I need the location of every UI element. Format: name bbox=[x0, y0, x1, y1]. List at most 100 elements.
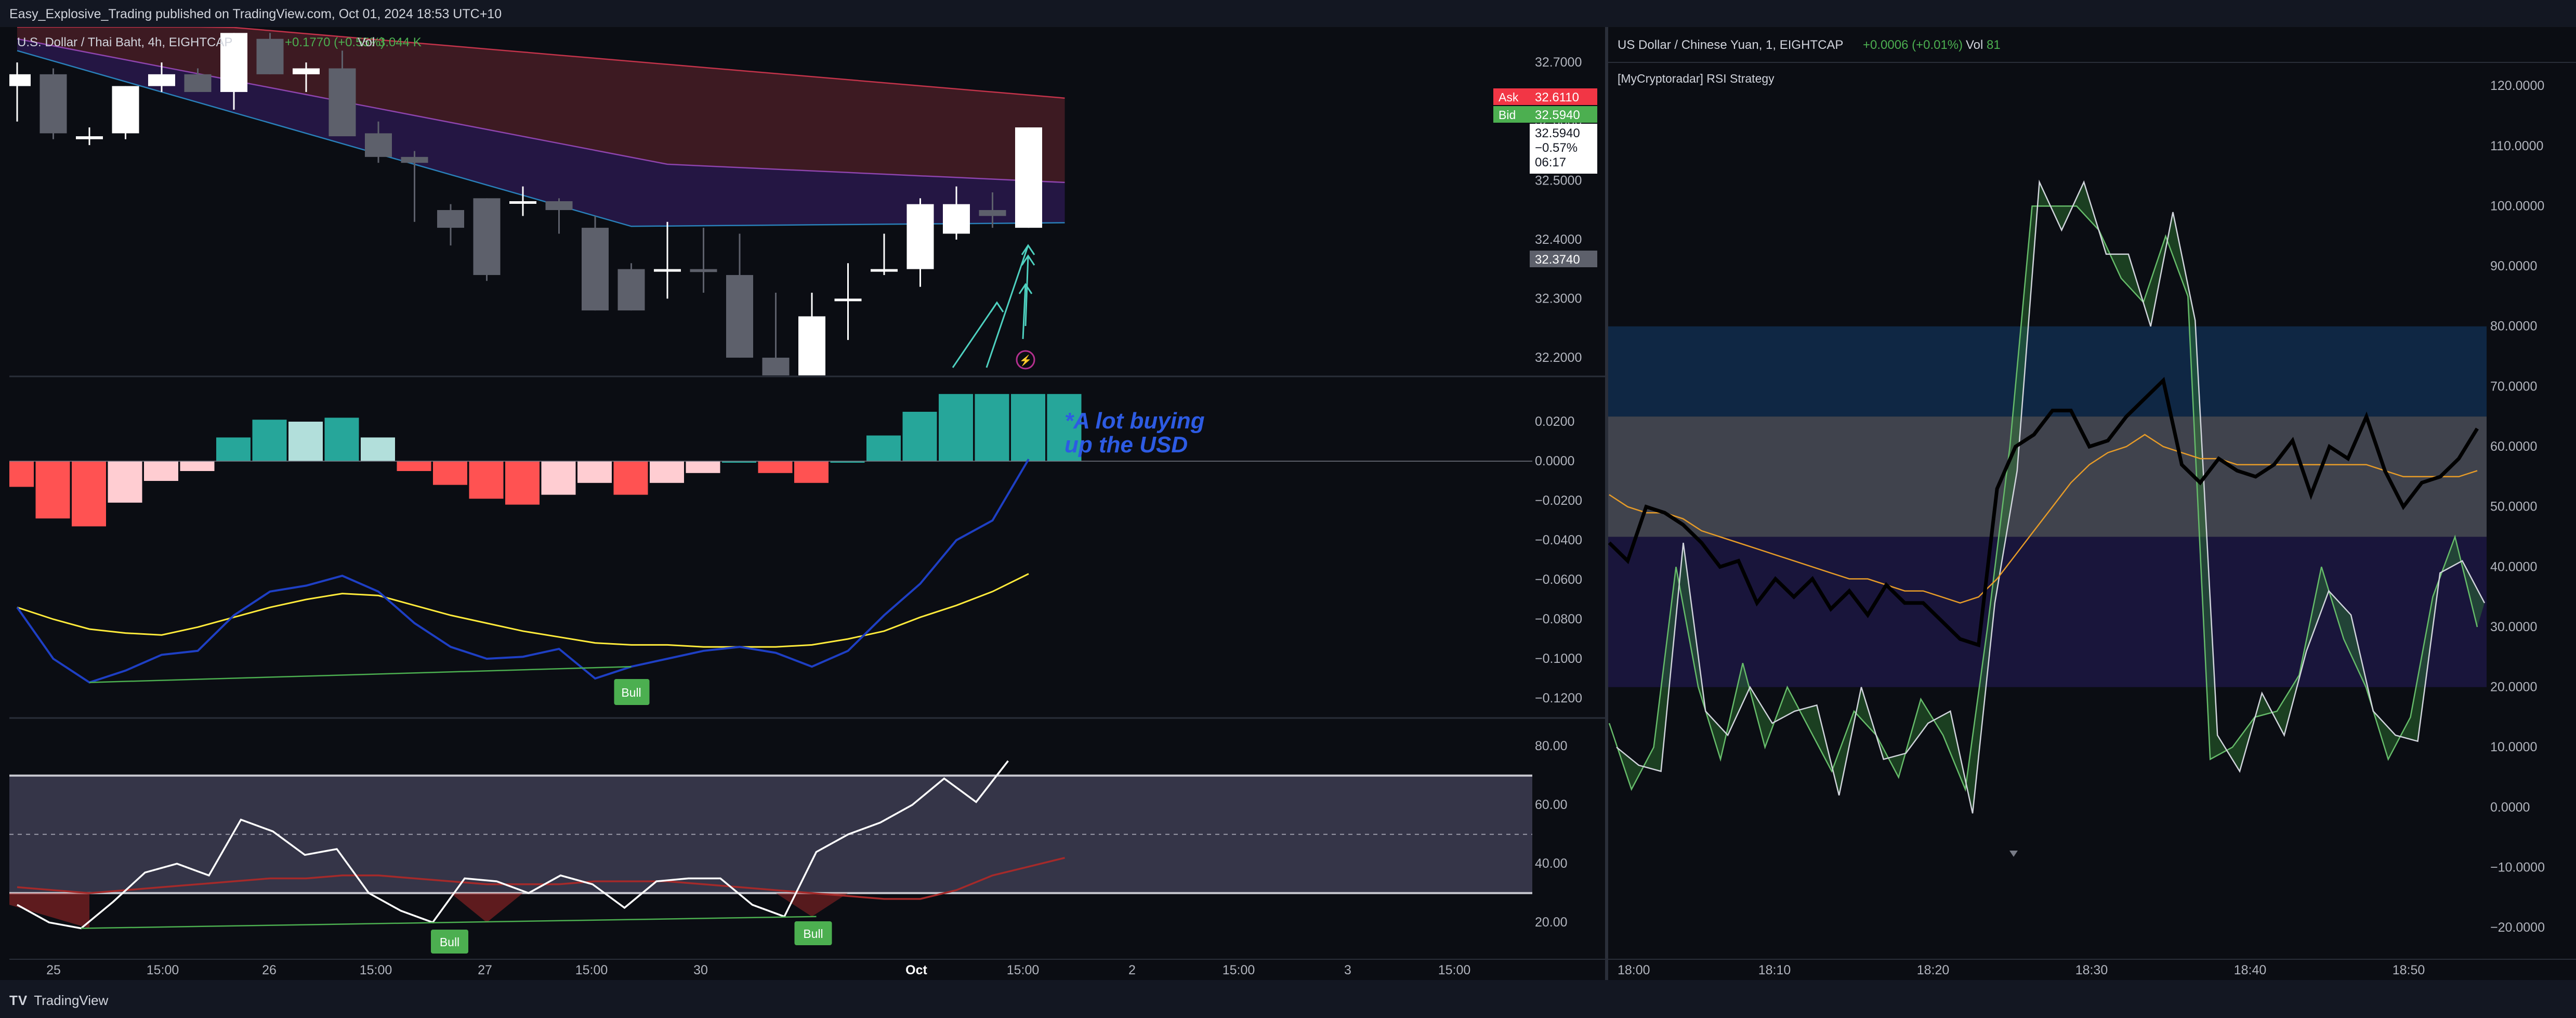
annotation-arrow bbox=[985, 245, 1029, 368]
keltner-mid-line bbox=[17, 38, 1065, 184]
footer-bar: TV TradingView bbox=[0, 980, 2576, 1018]
rsi-ma-line bbox=[17, 857, 1065, 900]
rsi-tick-label: 80.00 bbox=[1535, 739, 1568, 753]
right-tick-label: 70.0000 bbox=[2490, 379, 2537, 394]
tradingview-logo[interactable]: TV TradingView bbox=[9, 993, 109, 1008]
keltner-upper-line bbox=[17, 26, 1065, 99]
time-tick-label: 25 bbox=[46, 963, 61, 977]
right-tick-label: −20.0000 bbox=[2490, 920, 2545, 935]
panel-divider[interactable] bbox=[1605, 27, 1608, 980]
macd-hist-bar bbox=[108, 461, 142, 503]
annotation-text: up the USD bbox=[1064, 432, 1188, 458]
candle-body bbox=[256, 38, 284, 74]
brand-name: TradingView bbox=[34, 993, 109, 1008]
rsi-line bbox=[1608, 376, 2479, 648]
right-tick-label: 60.0000 bbox=[2490, 439, 2537, 454]
usdthb-chart-panel[interactable]: ⚡32.700032.600032.500032.400032.300032.2… bbox=[0, 26, 1605, 980]
keltner-lower-fill bbox=[17, 38, 1065, 227]
stoch-d-line bbox=[1616, 179, 2486, 814]
right-vol-label: Vol bbox=[1966, 38, 1983, 52]
price-tick-label: 32.3000 bbox=[1535, 291, 1582, 306]
stoch-k-line bbox=[1608, 205, 2478, 792]
macd-hist-bar bbox=[0, 461, 34, 487]
publish-header: Easy_Explosive_Trading published on Trad… bbox=[0, 0, 2576, 27]
candle-body bbox=[979, 210, 1006, 216]
last-change: −0.57% bbox=[1535, 141, 1578, 155]
publish-info: Easy_Explosive_Trading published on Trad… bbox=[9, 7, 502, 21]
right-tick-label: 100.0000 bbox=[2490, 199, 2544, 213]
rsi-oversold-zone bbox=[1608, 537, 2487, 687]
macd-tick-label: −0.0400 bbox=[1535, 533, 1582, 547]
candle-body bbox=[220, 33, 247, 92]
candle-body bbox=[473, 198, 501, 275]
macd-hist-bar bbox=[288, 422, 323, 461]
candle-body bbox=[112, 86, 139, 134]
candle-body bbox=[617, 269, 645, 311]
macd-hist-bar bbox=[577, 461, 612, 483]
price-tick-label: 32.5000 bbox=[1535, 173, 1582, 188]
candle-body bbox=[401, 156, 428, 163]
rsi-neutral-zone bbox=[1608, 416, 2487, 537]
time-tick-label: 3 bbox=[1344, 963, 1351, 977]
macd-hist-bar bbox=[686, 461, 720, 473]
candle-body bbox=[40, 74, 67, 134]
bull-badge-label: Bull bbox=[440, 935, 459, 949]
usdcny-chart-panel[interactable]: US Dollar / Chinese Yuan, 1, EIGHTCAP +0.… bbox=[1608, 27, 2576, 980]
macd-hist-bar bbox=[939, 394, 973, 461]
right-tick-label: −10.0000 bbox=[2490, 860, 2545, 875]
time-tick-label: 30 bbox=[693, 963, 708, 977]
annotation-arrow bbox=[952, 302, 998, 368]
usdcny-chart-svg[interactable]: US Dollar / Chinese Yuan, 1, EIGHTCAP +0.… bbox=[1608, 27, 2576, 980]
candle-body bbox=[437, 210, 464, 228]
rsi-tick-label: 20.00 bbox=[1535, 915, 1568, 930]
arrow-head bbox=[1021, 244, 1035, 255]
ask-price: 32.6110 bbox=[1535, 90, 1579, 105]
annotation-text: *A lot buying bbox=[1064, 408, 1205, 434]
macd-hist-bar bbox=[324, 417, 359, 461]
right-symbol-title: US Dollar / Chinese Yuan, 1, EIGHTCAP bbox=[1618, 38, 1843, 52]
macd-hist-bar bbox=[722, 461, 756, 463]
right-tick-label: 0.0000 bbox=[2490, 800, 2530, 815]
macd-tick-label: −0.0200 bbox=[1535, 493, 1582, 508]
candle-body bbox=[293, 68, 320, 74]
candle-body bbox=[834, 298, 862, 302]
price-tick-label: 32.4000 bbox=[1535, 232, 1582, 247]
macd-hist-bar bbox=[541, 461, 576, 495]
indicator-title: [MyCryptoradar] RSI Strategy bbox=[1618, 72, 1775, 85]
annotation-arrow bbox=[1022, 284, 1027, 340]
keltner-lower-line bbox=[17, 50, 1065, 227]
right-tick-label: 10.0000 bbox=[2490, 740, 2537, 754]
macd-hist-bar bbox=[866, 435, 901, 461]
right-price-change: +0.0006 (+0.01%) bbox=[1863, 38, 1963, 52]
candle-body bbox=[76, 136, 103, 139]
macd-signal-line bbox=[17, 573, 1029, 648]
candle-body bbox=[943, 204, 970, 234]
collapse-arrow-icon[interactable] bbox=[2009, 851, 2018, 857]
rsi-oversold-fill bbox=[451, 893, 523, 923]
right-tick-label: 90.0000 bbox=[2490, 259, 2537, 273]
macd-hist-bar bbox=[1011, 394, 1045, 461]
rsi-divergence-line bbox=[81, 916, 817, 929]
candle-body bbox=[365, 133, 392, 157]
right-vol-value: 81 bbox=[1987, 38, 2001, 52]
rsi-ma-line bbox=[1609, 434, 2478, 604]
candle-body bbox=[148, 74, 175, 86]
time-tick-label: 26 bbox=[262, 963, 277, 977]
rsi-tick-label: 60.00 bbox=[1535, 798, 1568, 812]
candle-body bbox=[545, 201, 573, 211]
rsi-tick-label: 40.00 bbox=[1535, 856, 1568, 871]
last-price-box bbox=[1530, 124, 1597, 174]
macd-tick-label: −0.0600 bbox=[1535, 572, 1582, 587]
bid-label: Bid bbox=[1499, 108, 1516, 122]
bar-countdown: 06:17 bbox=[1535, 155, 1566, 169]
arrow-head bbox=[1018, 283, 1033, 294]
right-time-tick-label: 18:00 bbox=[1618, 963, 1650, 977]
bull-badge-label: Bull bbox=[803, 927, 823, 941]
alert-marker-glyph: ⚡ bbox=[1019, 354, 1032, 367]
left-symbol-title: U.S. Dollar / Thai Baht, 4h, EIGHTCAP bbox=[17, 35, 232, 49]
macd-hist-bar bbox=[975, 394, 1009, 461]
macd-hist-bar bbox=[1047, 394, 1082, 461]
bull-badge-macd bbox=[614, 679, 650, 705]
right-time-tick-label: 18:40 bbox=[2234, 963, 2267, 977]
usdthb-chart-svg[interactable]: ⚡32.700032.600032.500032.400032.300032.2… bbox=[0, 26, 1605, 980]
